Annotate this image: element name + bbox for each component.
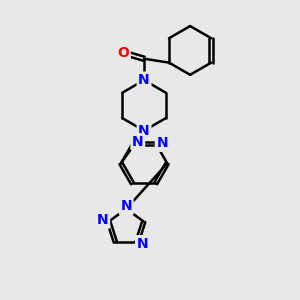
Text: N: N xyxy=(138,73,150,87)
Text: N: N xyxy=(132,135,144,149)
Text: N: N xyxy=(156,136,168,150)
Text: O: O xyxy=(117,46,129,59)
Text: N: N xyxy=(120,200,132,214)
Text: N: N xyxy=(138,124,150,138)
Text: N: N xyxy=(97,213,109,227)
Text: N: N xyxy=(136,237,148,251)
